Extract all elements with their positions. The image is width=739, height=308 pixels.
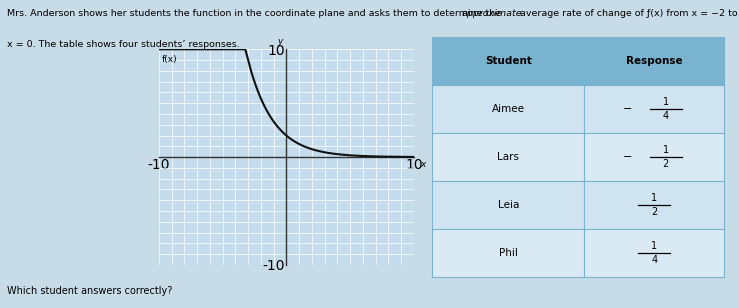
Text: 1: 1	[663, 145, 669, 155]
FancyBboxPatch shape	[432, 37, 584, 85]
FancyBboxPatch shape	[432, 133, 584, 181]
Text: f(x): f(x)	[161, 55, 177, 64]
Text: 4: 4	[651, 255, 657, 265]
Text: −: −	[623, 152, 633, 162]
Text: x = 0. The table shows four students’ responses.: x = 0. The table shows four students’ re…	[7, 40, 240, 49]
FancyBboxPatch shape	[432, 229, 584, 277]
Text: −: −	[623, 104, 633, 114]
Text: y: y	[277, 37, 283, 46]
Text: approximate: approximate	[462, 9, 522, 18]
Text: Mrs. Anderson shows her students the function in the coordinate plane and asks t: Mrs. Anderson shows her students the fun…	[7, 9, 505, 18]
FancyBboxPatch shape	[584, 133, 724, 181]
Text: 2: 2	[663, 159, 669, 169]
FancyBboxPatch shape	[584, 181, 724, 229]
Text: 1: 1	[651, 193, 657, 203]
Text: average rate of change of ƒ(x) from x = −2 to: average rate of change of ƒ(x) from x = …	[517, 9, 738, 18]
Text: Phil: Phil	[499, 248, 517, 258]
Text: Which student answers correctly?: Which student answers correctly?	[7, 286, 173, 296]
Text: Lars: Lars	[497, 152, 520, 162]
FancyBboxPatch shape	[432, 181, 584, 229]
FancyBboxPatch shape	[584, 85, 724, 133]
Text: 4: 4	[663, 111, 669, 121]
Text: Response: Response	[626, 56, 683, 66]
FancyBboxPatch shape	[432, 85, 584, 133]
Text: 1: 1	[663, 97, 669, 107]
FancyBboxPatch shape	[584, 37, 724, 85]
Text: x: x	[420, 160, 426, 169]
Text: Aimee: Aimee	[491, 104, 525, 114]
Text: 2: 2	[651, 207, 657, 217]
FancyBboxPatch shape	[584, 229, 724, 277]
Text: Leia: Leia	[497, 200, 519, 210]
Text: 1: 1	[651, 241, 657, 251]
Text: Student: Student	[485, 56, 531, 66]
